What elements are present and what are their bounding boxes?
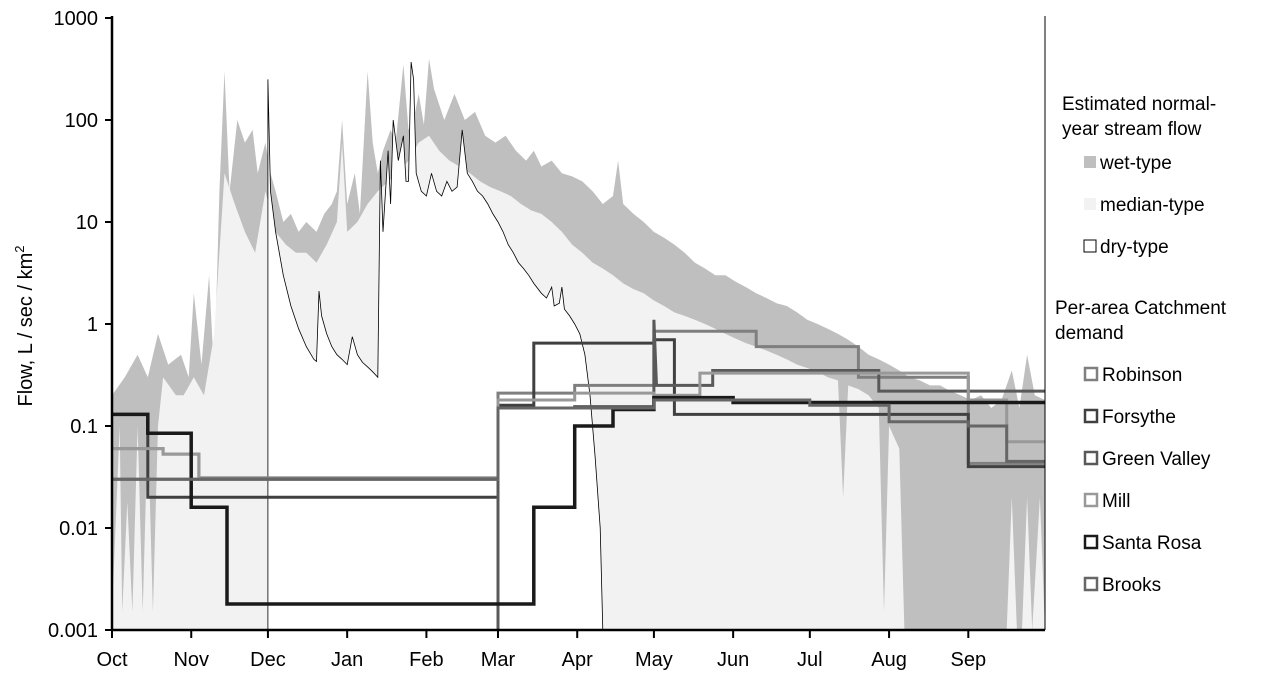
x-tick-label: Sep [951,649,987,671]
legend-swatch-wet-type [1084,156,1096,168]
dry-type-area [112,62,1045,630]
y-axis-label: Flow, L / sec / km2 [12,246,37,407]
legend-flow-title: Estimated normal- [1062,94,1216,115]
y-tick-label: 1000 [54,8,99,30]
y-tick-label: 0.01 [59,518,98,540]
legend-label-brooks: Brooks [1102,575,1161,596]
x-tick-label: Jun [717,649,749,671]
x-tick-label: Jul [797,649,823,671]
legend-swatch-robinson [1083,366,1099,382]
demand-line-santa-rosa [112,395,1045,606]
legend-label-dry-type: dry-type [1100,237,1169,258]
legend-demand-title: Per-area Catchment [1055,298,1227,319]
y-tick-label: 1 [87,314,98,336]
y-tick-label: 0.001 [48,620,98,642]
legend-swatch-santa-rosa [1083,534,1099,550]
legend-label-mill: Mill [1102,491,1131,512]
x-tick-label: Apr [562,649,593,671]
legend-label-median-type: median-type [1100,195,1205,216]
legend-swatch-forsythe [1083,408,1099,424]
demand-line-forsythe [112,338,1045,499]
demand-line-green-valley [112,319,1045,630]
legend-demand-title: demand [1055,323,1124,344]
x-tick-label: Jan [331,649,363,671]
legend-flow-title: year stream flow [1062,119,1202,140]
legend-label-forsythe: Forsythe [1102,407,1176,428]
x-tick-label: Mar [481,649,516,671]
series-layer [112,58,1045,630]
legend-label-wet-type: wet-type [1099,153,1172,174]
x-tick-label: Dec [250,649,286,671]
y-tick-label: 0.1 [70,416,98,438]
y-tick-label: 100 [65,110,98,132]
legend-label-green-valley: Green Valley [1102,449,1211,470]
legend-swatch-median-type [1084,198,1096,210]
x-tick-label: Aug [871,649,907,671]
legend: Estimated normal-year stream flow wet-typ… [1055,94,1227,596]
y-tick-label: 10 [76,212,98,234]
x-tick-label: May [635,649,673,671]
x-tick-label: Oct [96,649,128,671]
demand-line-brooks [112,398,1045,481]
x-tick-label: Feb [409,649,443,671]
legend-swatch-brooks [1083,576,1099,592]
legend-swatch-dry-type [1083,239,1097,253]
legend-label-santa-rosa: Santa Rosa [1102,533,1202,554]
legend-label-robinson: Robinson [1102,365,1182,386]
dry-type-line [112,61,1045,630]
x-tick-label: Nov [173,649,209,671]
y-axis-label-main: Flow, L / sec / km [15,253,37,407]
legend-swatch-mill [1083,492,1099,508]
axes-layer: 0.001 0.01 0.1 1 10 100 1000 Oct Nov Dec Jan Feb Mar… [48,8,1046,671]
legend-swatch-green-valley [1083,450,1099,466]
y-axis-label-sup: 2 [12,246,27,253]
